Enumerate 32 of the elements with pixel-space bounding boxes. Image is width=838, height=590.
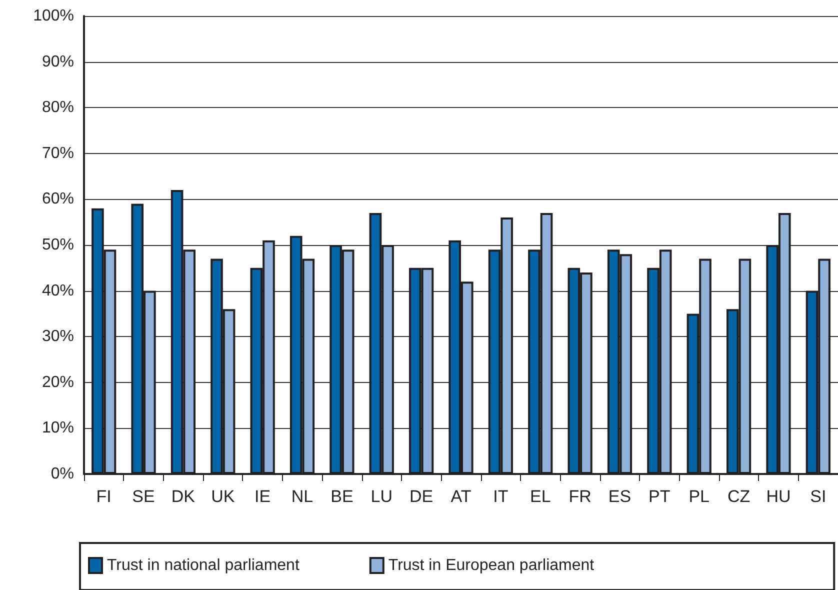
x-tick-label: DK — [171, 487, 196, 506]
x-tick-label: UK — [211, 487, 236, 506]
x-tick-label: HU — [766, 487, 791, 506]
x-tick-label: IE — [254, 487, 271, 506]
y-tick-label: 0% — [50, 466, 74, 482]
y-tick-label: 70% — [42, 144, 74, 162]
x-tick-label: SI — [810, 487, 826, 506]
y-tick-label: 30% — [42, 328, 74, 346]
y-tick-label: 40% — [42, 282, 74, 300]
x-tick-label: IT — [493, 487, 508, 506]
y-tick-label: 60% — [42, 190, 74, 208]
x-tick-label: DE — [410, 487, 434, 506]
y-tick-label: 80% — [42, 99, 74, 116]
y-tick-label: 50% — [42, 236, 74, 254]
legend-label: Trust in European parliament — [388, 557, 595, 574]
x-tick-label: FR — [568, 487, 592, 506]
x-tick-label: CZ — [727, 487, 750, 506]
x-tick-label: ES — [608, 487, 632, 506]
x-tick-label: PL — [688, 487, 710, 506]
y-tick-label: 20% — [42, 374, 74, 391]
x-tick-label: FI — [96, 487, 112, 506]
x-tick-label: SE — [132, 487, 155, 506]
y-tick-label: 90% — [42, 53, 74, 70]
x-tick-label: PT — [648, 487, 670, 506]
x-tick-label: LU — [370, 487, 392, 506]
x-tick-label: AT — [450, 487, 472, 506]
x-tick-label: NL — [291, 487, 314, 506]
legend-label: Trust in national parliament — [107, 557, 300, 574]
x-tick-label: BE — [330, 487, 354, 506]
y-tick-label: 10% — [42, 420, 74, 437]
x-tick-label: EL — [530, 487, 551, 506]
y-tick-label: 100% — [33, 8, 74, 24]
